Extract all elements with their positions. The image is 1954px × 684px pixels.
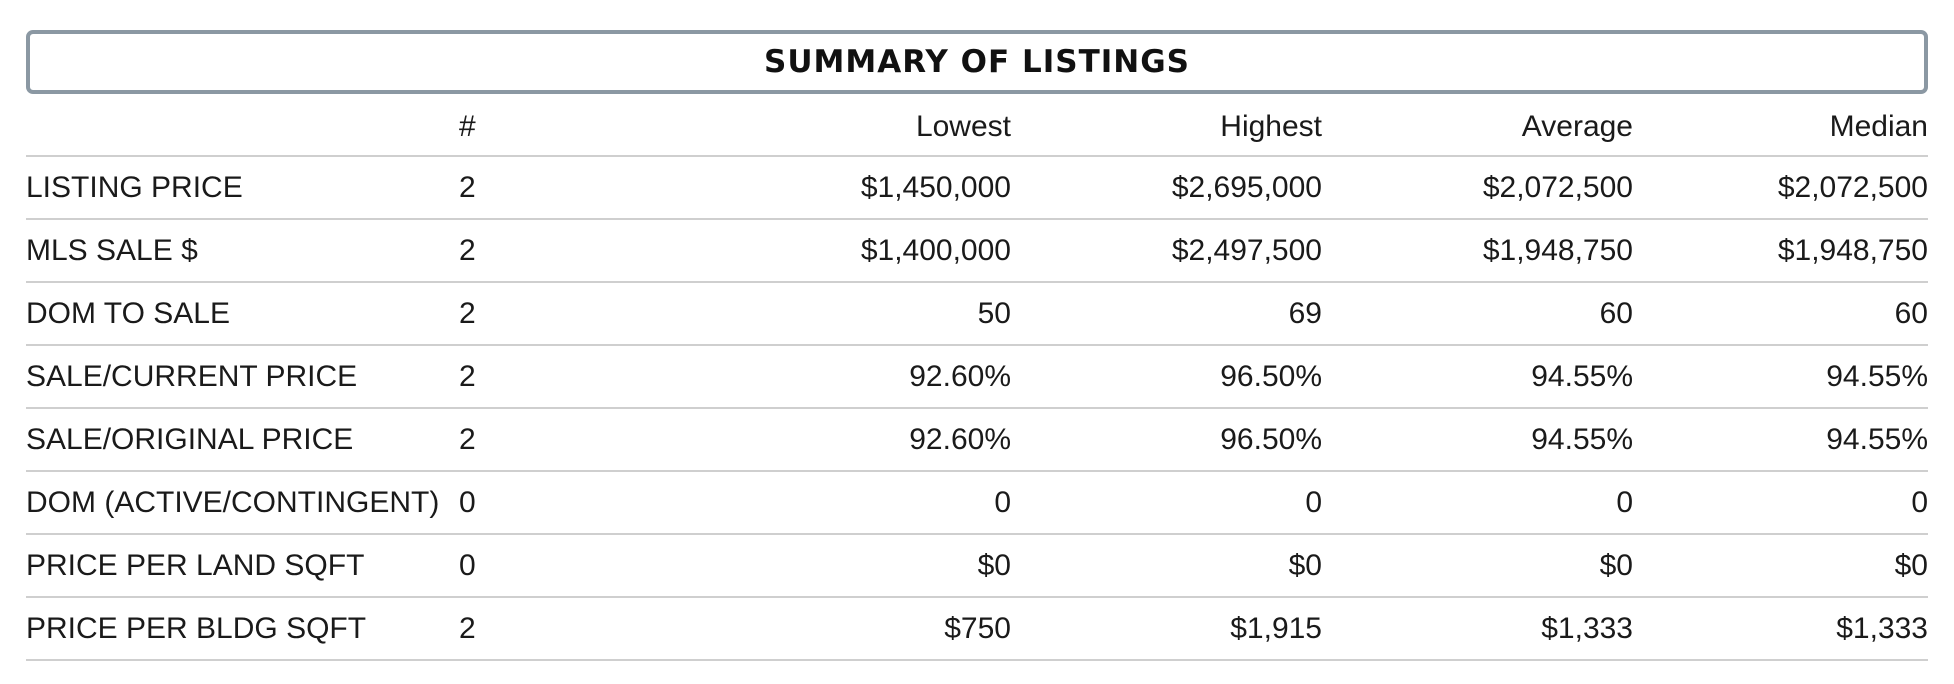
- row-count: 2: [459, 408, 585, 472]
- row-median: $1,333: [1633, 597, 1928, 661]
- row-average: $2,072,500: [1322, 156, 1633, 220]
- row-average: $1,948,750: [1322, 219, 1633, 283]
- header-highest: Highest: [1011, 94, 1322, 157]
- row-lowest: 0: [585, 471, 1011, 535]
- row-average: $0: [1322, 534, 1633, 598]
- row-lowest: $1,450,000: [585, 156, 1011, 220]
- row-label: MLS SALE $: [26, 219, 459, 283]
- header-median: Median: [1633, 94, 1928, 157]
- row-label: LISTING PRICE: [26, 156, 459, 220]
- row-highest: 69: [1011, 282, 1322, 346]
- row-highest: 96.50%: [1011, 408, 1322, 472]
- header-average: Average: [1322, 94, 1633, 157]
- table-header: # Lowest Highest Average Median: [26, 94, 1928, 157]
- row-median: $1,948,750: [1633, 219, 1928, 283]
- header-row: # Lowest Highest Average Median: [26, 94, 1928, 157]
- summary-title: SUMMARY OF LISTINGS: [26, 30, 1928, 94]
- row-count: 2: [459, 156, 585, 220]
- row-highest: 96.50%: [1011, 345, 1322, 409]
- table-row: DOM TO SALE 2 50 69 60 60: [26, 282, 1928, 346]
- row-median: 94.55%: [1633, 345, 1928, 409]
- row-lowest: 92.60%: [585, 408, 1011, 472]
- table-row: PRICE PER LAND SQFT 0 $0 $0 $0 $0: [26, 534, 1928, 598]
- header-label: [26, 94, 459, 157]
- row-average: 94.55%: [1322, 408, 1633, 472]
- table-row: DOM (ACTIVE/CONTINGENT) 0 0 0 0 0: [26, 471, 1928, 535]
- row-highest: $2,695,000: [1011, 156, 1322, 220]
- table-row: MLS SALE $ 2 $1,400,000 $2,497,500 $1,94…: [26, 219, 1928, 283]
- summary-panel: SUMMARY OF LISTINGS # Lowest Highest Ave…: [26, 30, 1928, 661]
- row-count: 2: [459, 282, 585, 346]
- row-highest: $1,915: [1011, 597, 1322, 661]
- row-count: 2: [459, 597, 585, 661]
- row-label: SALE/CURRENT PRICE: [26, 345, 459, 409]
- row-lowest: $0: [585, 534, 1011, 598]
- row-label: DOM (ACTIVE/CONTINGENT): [26, 471, 459, 535]
- row-median: 60: [1633, 282, 1928, 346]
- row-lowest: 92.60%: [585, 345, 1011, 409]
- table-row: PRICE PER BLDG SQFT 2 $750 $1,915 $1,333…: [26, 597, 1928, 661]
- row-median: $0: [1633, 534, 1928, 598]
- row-count: 0: [459, 471, 585, 535]
- row-label: SALE/ORIGINAL PRICE: [26, 408, 459, 472]
- row-count: 2: [459, 345, 585, 409]
- summary-table: # Lowest Highest Average Median LISTING …: [26, 94, 1928, 661]
- row-highest: 0: [1011, 471, 1322, 535]
- row-label: PRICE PER BLDG SQFT: [26, 597, 459, 661]
- row-highest: $0: [1011, 534, 1322, 598]
- table-row: SALE/CURRENT PRICE 2 92.60% 96.50% 94.55…: [26, 345, 1928, 409]
- row-count: 2: [459, 219, 585, 283]
- row-average: 60: [1322, 282, 1633, 346]
- row-median: 0: [1633, 471, 1928, 535]
- row-average: $1,333: [1322, 597, 1633, 661]
- table-row: SALE/ORIGINAL PRICE 2 92.60% 96.50% 94.5…: [26, 408, 1928, 472]
- header-count: #: [459, 94, 585, 157]
- row-median: 94.55%: [1633, 408, 1928, 472]
- row-lowest: $750: [585, 597, 1011, 661]
- table-row: LISTING PRICE 2 $1,450,000 $2,695,000 $2…: [26, 156, 1928, 220]
- row-lowest: 50: [585, 282, 1011, 346]
- row-label: PRICE PER LAND SQFT: [26, 534, 459, 598]
- row-average: 94.55%: [1322, 345, 1633, 409]
- row-lowest: $1,400,000: [585, 219, 1011, 283]
- row-average: 0: [1322, 471, 1633, 535]
- table-body: LISTING PRICE 2 $1,450,000 $2,695,000 $2…: [26, 156, 1928, 661]
- header-lowest: Lowest: [585, 94, 1011, 157]
- row-label: DOM TO SALE: [26, 282, 459, 346]
- row-median: $2,072,500: [1633, 156, 1928, 220]
- row-count: 0: [459, 534, 585, 598]
- row-highest: $2,497,500: [1011, 219, 1322, 283]
